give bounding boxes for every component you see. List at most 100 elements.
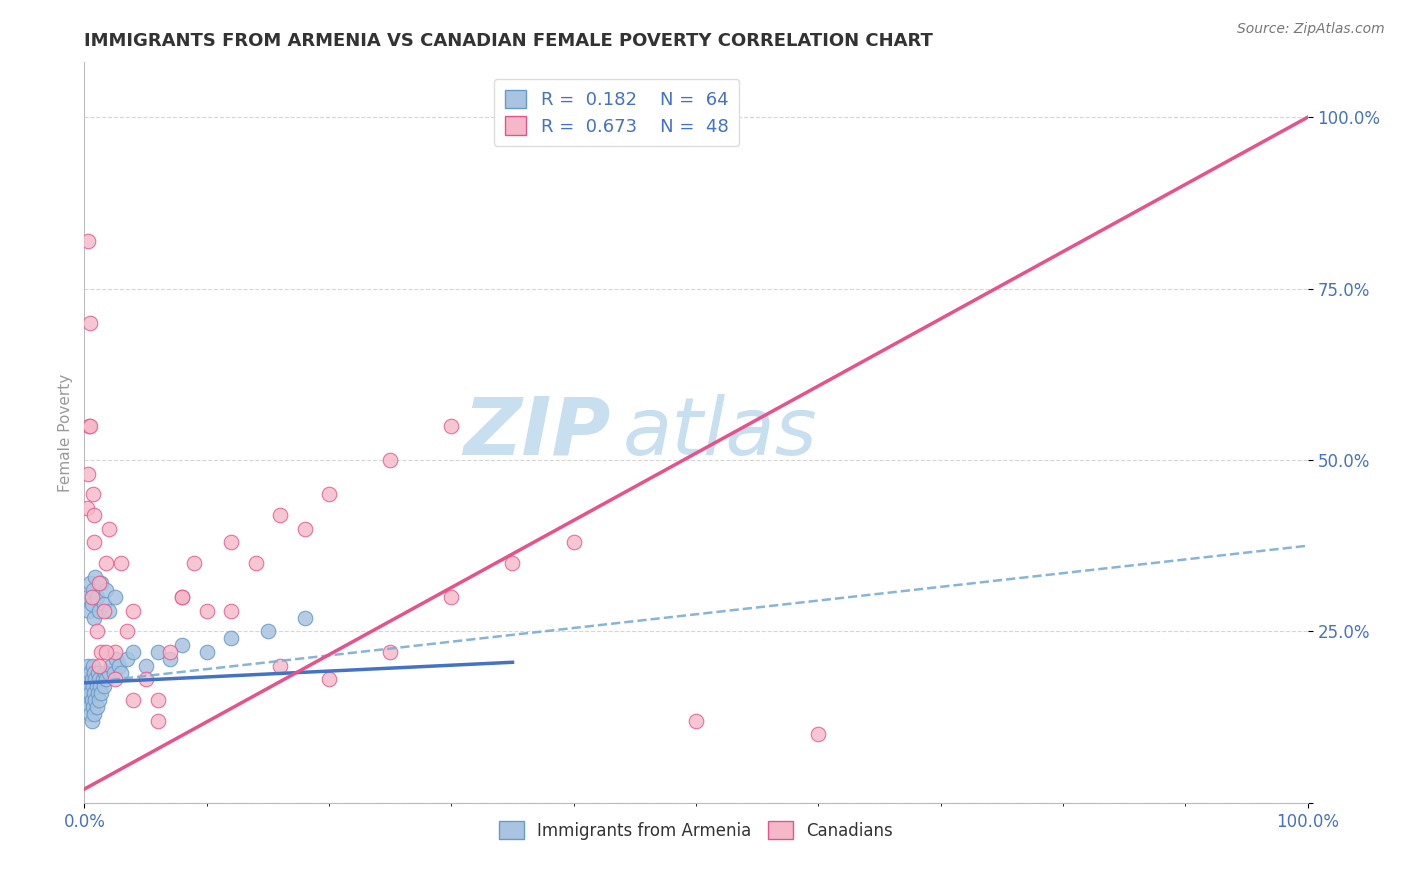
Point [87,673,110,687]
Point [135,658,157,673]
Point [80,693,103,707]
Point [100,658,122,673]
Point [96,583,118,598]
Y-axis label: Female Poverty: Female Poverty [58,374,73,491]
Point [159,652,181,666]
Point [122,645,145,659]
Point [104,590,127,604]
Point [75,679,97,693]
Point [77,699,100,714]
Point [103,665,125,680]
Point [105,652,128,666]
Point [77,467,100,481]
Point [195,645,218,659]
Point [96,645,118,659]
Point [195,604,218,618]
Text: atlas: atlas [623,393,817,472]
Point [318,673,340,687]
Point [562,535,585,549]
Point [79,418,101,433]
Point [84,569,107,583]
Point [122,693,145,707]
Point [80,714,103,728]
Point [76,501,98,516]
Point [269,658,291,673]
Point [87,576,110,591]
Point [93,604,115,618]
Point [83,706,105,721]
Point [115,624,138,639]
Point [294,610,316,624]
Point [380,645,402,659]
Point [219,604,242,618]
Point [97,522,120,536]
Point [79,686,101,700]
Point [97,665,120,680]
Point [146,645,169,659]
Point [90,686,112,700]
Point [183,556,205,570]
Point [83,508,105,522]
Point [84,693,107,707]
Point [269,508,291,522]
Point [294,522,316,536]
Point [104,673,127,687]
Point [159,645,181,659]
Point [87,693,110,707]
Point [76,665,98,680]
Point [83,610,105,624]
Text: Source: ZipAtlas.com: Source: ZipAtlas.com [1237,22,1385,37]
Point [440,418,463,433]
Point [318,487,340,501]
Point [83,665,105,680]
Point [172,638,194,652]
Point [77,590,100,604]
Point [135,673,157,687]
Point [110,556,132,570]
Point [83,686,105,700]
Point [82,487,104,501]
Point [257,624,280,639]
Point [87,604,110,618]
Point [82,679,104,693]
Point [146,693,169,707]
Point [82,658,104,673]
Point [219,535,242,549]
Point [82,699,104,714]
Point [76,693,98,707]
Point [79,316,101,330]
Point [104,645,127,659]
Text: ZIP: ZIP [463,393,610,472]
Point [79,706,101,721]
Point [79,665,101,680]
Point [87,658,110,673]
Point [94,665,117,680]
Point [84,673,107,687]
Point [83,535,105,549]
Point [87,686,110,700]
Text: IMMIGRANTS FROM ARMENIA VS CANADIAN FEMALE POVERTY CORRELATION CHART: IMMIGRANTS FROM ARMENIA VS CANADIAN FEMA… [84,32,934,50]
Legend: Immigrants from Armenia, Canadians: Immigrants from Armenia, Canadians [492,814,900,847]
Point [172,590,194,604]
Point [146,714,169,728]
Point [89,679,111,693]
Point [86,679,108,693]
Point [115,652,138,666]
Point [77,418,100,433]
Point [685,714,707,728]
Point [77,673,100,687]
Point [97,604,120,618]
Point [93,597,115,611]
Point [380,453,402,467]
Point [87,665,110,680]
Point [77,234,100,248]
Point [110,665,132,680]
Point [80,590,103,604]
Point [90,576,112,591]
Point [79,576,101,591]
Point [807,727,830,741]
Point [90,645,112,659]
Point [80,673,103,687]
Point [96,673,118,687]
Point [93,679,115,693]
